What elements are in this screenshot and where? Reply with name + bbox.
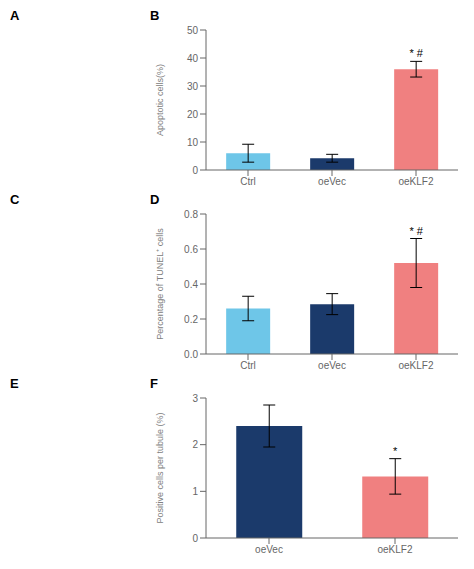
svg-text:Percentage of TUNEL⁺ cells: Percentage of TUNEL⁺ cells (155, 228, 165, 340)
svg-text:oeVec: oeVec (318, 360, 346, 371)
svg-text:Positive cells per tubule (%): Positive cells per tubule (%) (155, 412, 165, 523)
svg-text:* #: * # (409, 225, 423, 237)
svg-text:3: 3 (192, 393, 198, 404)
svg-text:oeVec: oeVec (255, 544, 283, 555)
svg-text:oeKLF2: oeKLF2 (398, 360, 433, 371)
svg-text:2: 2 (192, 439, 198, 450)
svg-text:0.8: 0.8 (184, 209, 198, 220)
html-text:D: D (150, 192, 160, 207)
html-text:E: E (10, 376, 19, 391)
svg-text:30: 30 (187, 81, 199, 92)
svg-text:* #: * # (409, 47, 423, 59)
svg-text:oeVec: oeVec (318, 176, 346, 187)
html-text:B: B (150, 8, 160, 23)
svg-text:0: 0 (192, 533, 198, 544)
svg-text:Ctrl: Ctrl (240, 176, 256, 187)
svg-text:0.4: 0.4 (184, 279, 198, 290)
svg-text:0.2: 0.2 (184, 314, 198, 325)
svg-text:20: 20 (187, 109, 199, 120)
svg-text:Apoptotic cells(%): Apoptotic cells(%) (155, 64, 165, 136)
svg-text:*: * (393, 445, 398, 457)
svg-text:Ctrl: Ctrl (240, 360, 256, 371)
svg-text:0: 0 (192, 165, 198, 176)
html-text:C: C (10, 192, 20, 207)
svg-text:oeKLF2: oeKLF2 (398, 176, 433, 187)
html-text:F: F (150, 376, 158, 391)
svg-text:0.0: 0.0 (184, 349, 198, 360)
svg-text:10: 10 (187, 137, 199, 148)
svg-text:0.6: 0.6 (184, 244, 198, 255)
svg-text:1: 1 (192, 486, 198, 497)
svg-text:oeKLF2: oeKLF2 (377, 544, 412, 555)
svg-text:50: 50 (187, 25, 199, 36)
html-text:A: A (10, 8, 20, 23)
svg-text:40: 40 (187, 53, 199, 64)
